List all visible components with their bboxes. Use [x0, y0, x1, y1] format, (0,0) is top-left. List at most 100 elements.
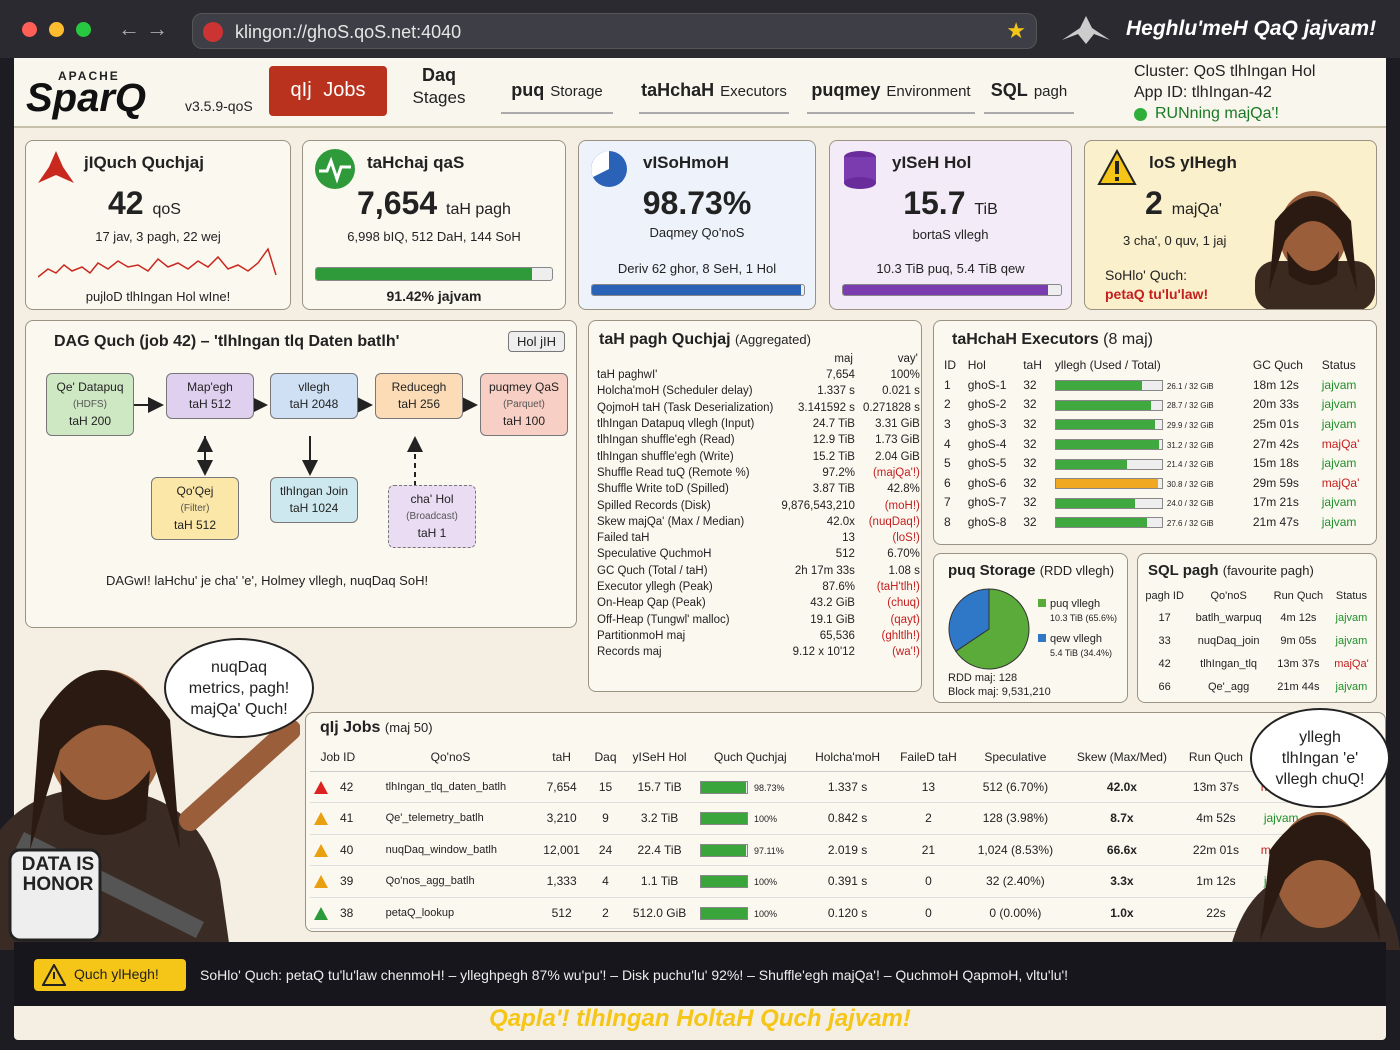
- dag-node[interactable]: Qe' Datapuq (HDFS) taH 200: [46, 373, 134, 436]
- executor-cores: 32: [1023, 495, 1037, 510]
- column-header: Qo'noS: [1210, 590, 1247, 602]
- metric-share: 6.70%: [887, 548, 920, 561]
- version: v3.5.9-qoS: [185, 98, 253, 114]
- node-tasks: taH 2048: [289, 397, 339, 411]
- card-sub: 3 cha', 0 quv, 1 jaj: [1123, 233, 1227, 248]
- nav-tab[interactable]: taHchaH Executors: [639, 64, 789, 114]
- progress-fill: [701, 876, 747, 888]
- card-sub: 17 jav, 3 pagh, 22 wej: [95, 229, 221, 244]
- legend-item: qew vllegh 5.4 TiB (34.4%): [1038, 633, 1128, 658]
- metric-row: Failed taH 13 (loS!): [593, 530, 924, 546]
- query-name: Qe'_agg: [1207, 680, 1250, 693]
- sql-table: pagh ID Qo'noS Run Quch Status 17 batlh_warpu…: [1140, 586, 1374, 698]
- executor-status: majQa': [1321, 475, 1360, 490]
- metric-row: PartitionmoH maj 65,536 (ghltlh!): [593, 628, 924, 644]
- minimize-button[interactable]: [49, 22, 64, 37]
- gc-time: 15m 18s: [1252, 456, 1299, 471]
- metric-value: 24.7 TiB: [812, 418, 855, 431]
- nav-tab[interactable]: qIj Jobs: [269, 66, 387, 116]
- metric-value: 12.9 TiB: [812, 434, 855, 447]
- tab-main: Daq: [421, 65, 456, 85]
- node-tasks: taH 512: [188, 397, 232, 411]
- job-row[interactable]: 39 Qo'nos_agg_batlh 1,333 4 1.1 TiB 100% 0.391…: [310, 866, 1310, 897]
- dag-node[interactable]: puqmey QaS (Parquet) taH 100: [480, 373, 568, 436]
- metric-value: 15.2 TiB: [812, 450, 855, 463]
- sql-row[interactable]: 17 batlh_warpuq 4m 12s jajvam: [1140, 606, 1374, 629]
- column-header: Daq: [587, 743, 624, 772]
- column-header: vay': [897, 353, 918, 365]
- job-row[interactable]: 41 Qe'_telemetry_batlh 3,210 9 3.2 TiB 100% 0.…: [310, 803, 1310, 834]
- sql-row[interactable]: 42 tlhIngan_tlq 13m 37s majQa': [1140, 652, 1374, 675]
- job-icon: [314, 780, 328, 794]
- legend-name: qew vllegh: [1050, 633, 1102, 645]
- query-status: majQa': [1334, 657, 1369, 670]
- metric-name: Off-Heap (Tungwl' malloc): [597, 613, 730, 626]
- dag-node[interactable]: Qo'Qej (Filter) taH 512: [151, 477, 239, 540]
- dag-node[interactable]: cha' Hol (Broadcast) taH 1: [388, 485, 476, 548]
- close-button[interactable]: [22, 22, 37, 37]
- metric-row: QojmoH taH (Task Deserialization) 3.14159…: [593, 400, 924, 416]
- job-delay: 1.337 s: [827, 779, 868, 794]
- column-header: yllegh (Used / Total): [1054, 358, 1161, 372]
- job-failed: 2: [925, 811, 932, 826]
- dag-node[interactable]: Reducegh taH 256: [375, 373, 463, 419]
- card-title: vISoHmoH: [643, 153, 729, 172]
- metric-share: 100%: [890, 369, 920, 382]
- job-run: 22s: [1206, 905, 1226, 920]
- header-row: maj vay': [593, 351, 924, 367]
- job-stages: 9: [602, 811, 609, 826]
- progress-track: [700, 875, 748, 889]
- memory-track: [1054, 497, 1163, 509]
- metric-value: 3.87 TiB: [812, 483, 855, 496]
- legend-swatch: [1038, 634, 1046, 642]
- url-bar[interactable]: klingon://ghoS.qoS.net:4040 ★: [192, 13, 1037, 49]
- progress-label: 98.73%: [754, 782, 785, 793]
- card-icon: [1097, 149, 1137, 185]
- executor-status: jajvam: [1321, 397, 1357, 412]
- column-header: yISeH Hol: [623, 743, 696, 772]
- nav-tab[interactable]: Daq Stages: [404, 64, 474, 109]
- progress-label: 100%: [754, 814, 778, 825]
- memory-cell: 29.9 / 32 GiB: [1051, 414, 1249, 434]
- metric-share: 42.8%: [887, 483, 920, 496]
- column-header: pagh ID: [1145, 590, 1184, 602]
- bookmark-star[interactable]: ★: [1006, 18, 1026, 43]
- card-foot: 91.42% jajvam: [386, 288, 482, 304]
- metric-value: 9.12 x 10'12: [792, 646, 855, 659]
- storage-panel: puq Storage (RDD vllegh) puq vllegh 10.3 …: [933, 553, 1128, 703]
- executor-host: ghoS-1: [967, 377, 1007, 392]
- dag-node[interactable]: vllegh taH 2048: [270, 373, 358, 419]
- job-name: Qo'nos_agg_batlh: [385, 875, 475, 888]
- maximize-button[interactable]: [76, 22, 91, 37]
- job-row[interactable]: 40 nuqDaq_window_batlh 12,001 24 22.4 TiB 97.…: [310, 834, 1310, 866]
- dag-node[interactable]: tlhIngan Join taH 1024: [270, 477, 358, 523]
- card-icon: [591, 151, 627, 187]
- nav-arrows[interactable]: ← →: [118, 16, 169, 41]
- memory-bar: [1055, 459, 1127, 469]
- metric-row: Spilled Records (Disk) 9,876,543,210 (moH!…: [593, 497, 924, 513]
- job-row[interactable]: 42 tlhIngan_tlq_daten_batlh 7,654 15 15.7 Ti…: [310, 771, 1310, 803]
- memory-label: 27.6 / 32 GiB: [1166, 518, 1214, 528]
- legend-item: puq vllegh 10.3 TiB (65.6%): [1038, 598, 1128, 623]
- node-label: tlhIngan Join: [279, 484, 349, 498]
- metrics-table: maj vay' taH paghwI' 7,654 100% Holcha'moH (S…: [593, 351, 924, 660]
- mug-text: DATA IS HONOR: [21, 854, 95, 895]
- executor-cores: 32: [1023, 416, 1037, 431]
- metric-value: 512: [835, 548, 855, 561]
- nav-tab[interactable]: puq Storage: [501, 64, 613, 114]
- nav-tab[interactable]: SQL pagh: [984, 64, 1074, 114]
- nav-tab[interactable]: puqmey Environment: [807, 64, 975, 114]
- dag-node[interactable]: Map'egh taH 512: [166, 373, 254, 419]
- column-header: Quch Quchjaj: [696, 743, 805, 772]
- job-row[interactable]: 38 petaQ_lookup 512 2 512.0 GiB 100% 0.120 s 0 0…: [310, 897, 1310, 929]
- sql-row[interactable]: 33 nuqDaq_join 9m 05s jajvam: [1140, 629, 1374, 652]
- sql-row[interactable]: 66 Qe'_agg 21m 44s jajvam: [1140, 675, 1374, 698]
- ticker-text: SoHlo' Quch: petaQ tu'lu'law chenmoH! – …: [200, 967, 1069, 983]
- executor-cores: 32: [1023, 397, 1037, 412]
- metric-name: Shuffle Read tuQ (Remote %): [597, 466, 750, 479]
- dag-button[interactable]: Hol jIH: [508, 331, 566, 352]
- metric-value: 7,654: [826, 369, 855, 382]
- metric-name: tlhIngan Datapuq vllegh (Input): [597, 418, 755, 431]
- metric-row: GC Quch (Total / taH) 2h 17m 33s 1.08 s: [593, 563, 924, 579]
- progress-fill: [843, 285, 1048, 295]
